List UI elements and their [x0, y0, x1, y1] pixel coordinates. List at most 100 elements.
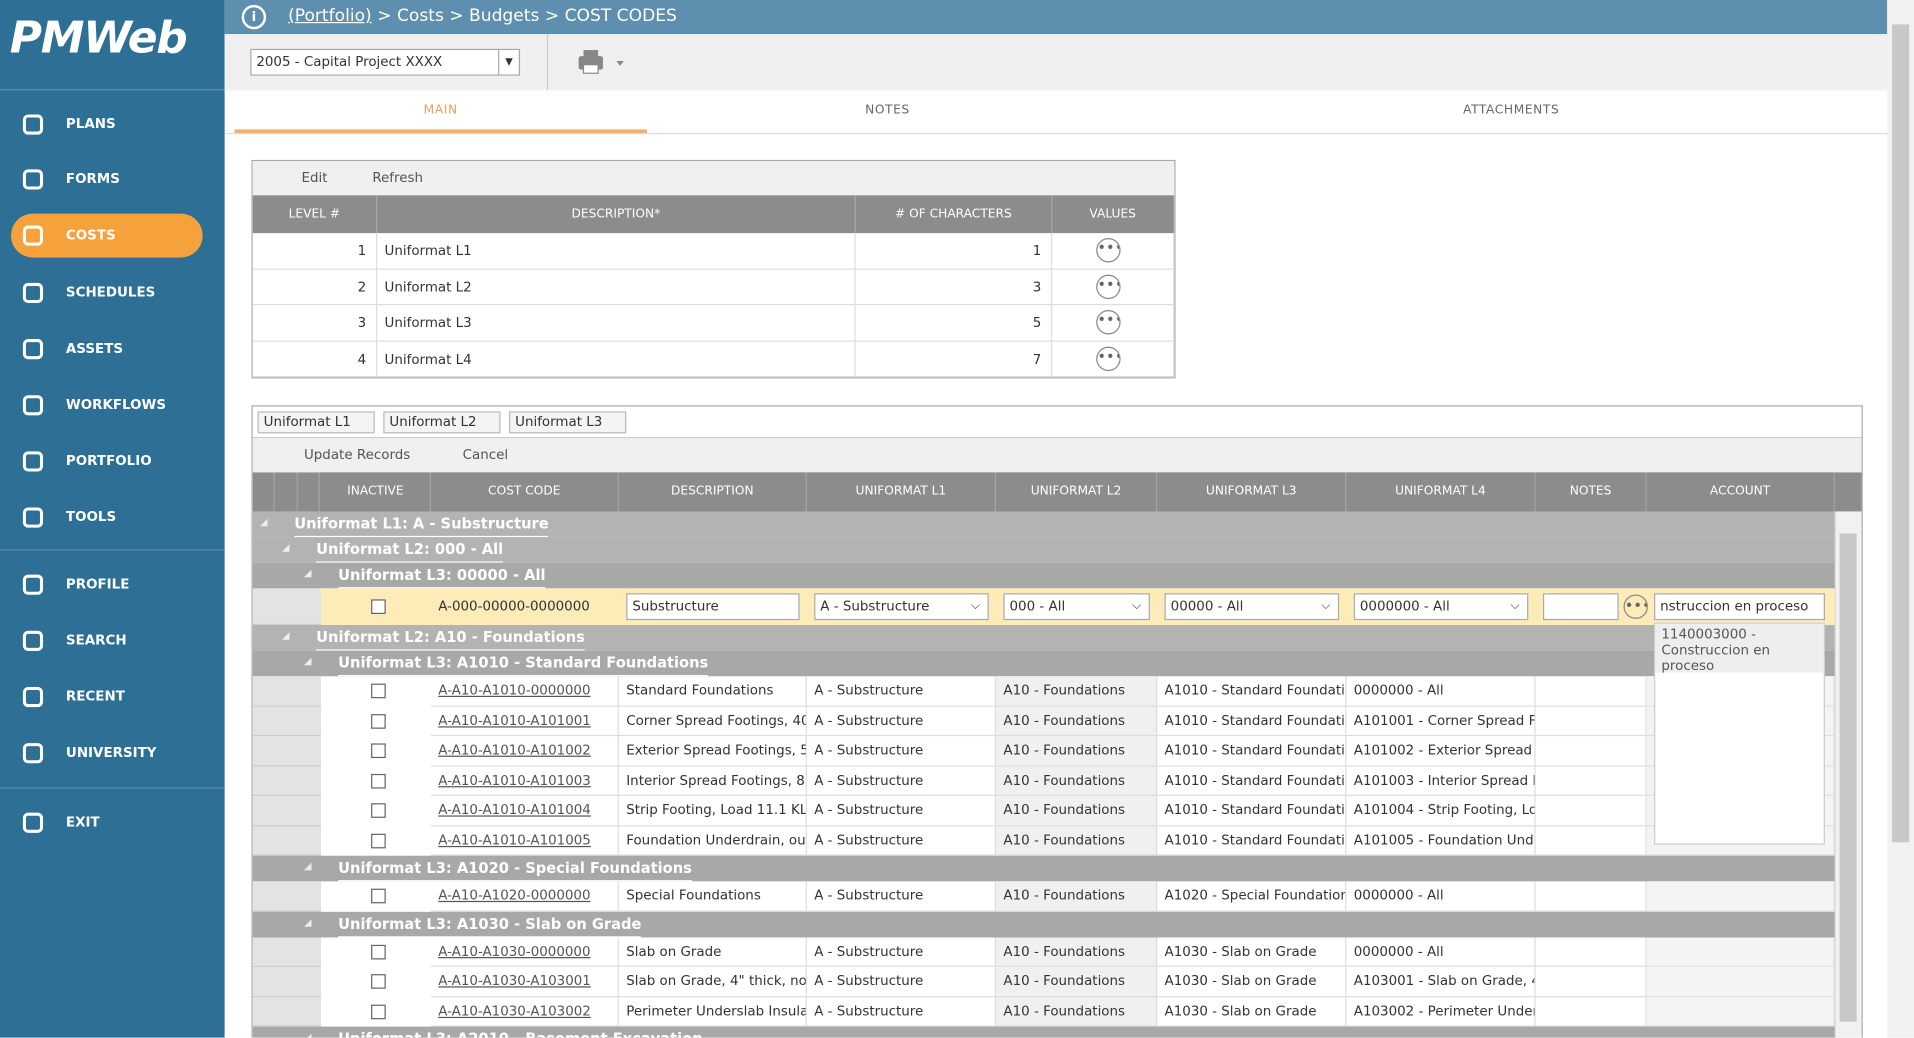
cost-code-link[interactable]: A-A10-A1030-A103002	[430, 996, 619, 1027]
nav-item[interactable]: EXIT	[0, 801, 225, 845]
column-header[interactable]: COST CODE	[430, 472, 619, 512]
scroll-thumb[interactable]	[1892, 24, 1910, 843]
notes-button[interactable]: •••	[1623, 594, 1648, 619]
separator	[0, 787, 225, 789]
nav-item[interactable]: ASSETS	[0, 327, 225, 371]
group-chip[interactable]: Uniformat L3	[509, 411, 627, 434]
nav-icon	[22, 339, 44, 360]
dropdown[interactable]: 000 - All ⌵	[1003, 593, 1150, 621]
nav-item[interactable]: PROFILE	[0, 563, 225, 607]
inactive-checkbox[interactable]	[371, 743, 386, 759]
group-chip[interactable]: Uniformat L2	[383, 411, 501, 434]
collapse-toggle[interactable]: ◢	[281, 629, 290, 641]
cell: A1010 - Standard Foundations	[1157, 765, 1347, 796]
values-button[interactable]: •••	[1096, 274, 1121, 299]
nav-icon	[22, 114, 44, 135]
inactive-checkbox[interactable]	[371, 713, 386, 729]
values-button[interactable]: •••	[1096, 310, 1121, 335]
nav-item[interactable]: WORKFLOWS	[0, 383, 225, 427]
nav-item[interactable]: SCHEDULES	[0, 271, 225, 315]
nav-item[interactable]: TOOLS	[0, 496, 225, 540]
cost-code-link[interactable]: A-A10-A1030-A103001	[430, 966, 619, 997]
column-header[interactable]: UNIFORMAT L3	[1157, 472, 1347, 512]
nav-item[interactable]: RECENT	[0, 675, 225, 719]
tab[interactable]: ATTACHMENTS	[1463, 103, 1560, 118]
cell: A - Substructure	[806, 881, 997, 912]
scroll-thumb[interactable]	[1839, 533, 1857, 1022]
cost-code-link[interactable]: A-A10-A1010-A101002	[430, 736, 619, 766]
project-select[interactable]: 2005 - Capital Project XXXX ▼	[250, 48, 521, 76]
nav-icon	[22, 451, 44, 472]
cost-code-link[interactable]: A-A10-A1030-0000000	[430, 936, 619, 967]
column-header[interactable]: UNIFORMAT L2	[996, 472, 1158, 512]
info-icon[interactable]: i	[241, 4, 267, 30]
nav-item[interactable]: UNIVERSITY	[0, 731, 225, 775]
cell: A10 - Foundations	[996, 936, 1158, 967]
inactive-checkbox[interactable]	[371, 599, 386, 615]
group-chip[interactable]: Uniformat L1	[257, 411, 375, 434]
cell	[1535, 795, 1647, 826]
toolbar-button[interactable]: Update Records	[303, 446, 411, 463]
inactive-checkbox[interactable]	[371, 1004, 386, 1019]
column-header[interactable]: DESCRIPTION	[618, 472, 807, 512]
inactive-checkbox[interactable]	[371, 833, 386, 849]
tab[interactable]: NOTES	[865, 103, 910, 118]
arrow: ⌵	[970, 599, 981, 613]
column-header[interactable]: UNIFORMAT L4	[1346, 472, 1536, 512]
cost-code-link[interactable]: A-A10-A1010-A101004	[430, 795, 619, 826]
inactive-checkbox[interactable]	[371, 803, 386, 819]
cell: 3	[252, 305, 378, 342]
collapse-toggle[interactable]: ◢	[303, 567, 312, 579]
cost-code-link[interactable]: A-A10-A1010-A101005	[430, 825, 619, 856]
column-header[interactable]: UNIFORMAT L1	[806, 472, 997, 512]
print-button[interactable]	[576, 49, 625, 76]
cost-code-link[interactable]: A-A10-A1010-A101001	[430, 706, 619, 737]
dropdown[interactable]: 0000000 - All ⌵	[1353, 593, 1529, 621]
tab[interactable]: MAIN	[234, 90, 647, 134]
value: 0000000 - All	[1359, 598, 1450, 615]
collapse-toggle[interactable]: ◢	[303, 860, 312, 872]
cost-code-link[interactable]: A-A10-A1020-0000000	[430, 881, 619, 912]
inactive-checkbox[interactable]	[371, 773, 386, 789]
nav-item[interactable]: SEARCH	[0, 619, 225, 663]
column-header[interactable]: INACTIVE	[321, 472, 431, 512]
account-input[interactable]: nstruccion en proceso	[1654, 593, 1825, 621]
nav-item[interactable]: FORMS	[0, 157, 225, 201]
description-input[interactable]: Substructure	[626, 593, 800, 621]
nav-item[interactable]: COSTS	[10, 213, 203, 258]
inactive-checkbox[interactable]	[371, 888, 386, 904]
values-button[interactable]: •••	[1096, 238, 1121, 263]
collapse-toggle[interactable]: ◢	[303, 1031, 312, 1038]
dropdown[interactable]: 00000 - All ⌵	[1164, 593, 1340, 621]
nav-icon	[22, 812, 44, 833]
collapse-toggle[interactable]: ◢	[281, 541, 290, 553]
notes-input[interactable]	[1542, 593, 1619, 621]
handle-col	[276, 472, 298, 512]
dropdown[interactable]: A - Substructure ⌵	[814, 593, 989, 621]
inactive-checkbox[interactable]	[371, 683, 386, 699]
column-header[interactable]: ACCOUNT	[1646, 472, 1835, 512]
inactive-checkbox[interactable]	[371, 974, 386, 990]
account-option[interactable]: 1140003000 - Construccion en proceso	[1655, 623, 1824, 673]
collapse-toggle[interactable]: ◢	[260, 516, 268, 528]
nav-item[interactable]: PORTFOLIO	[0, 439, 225, 483]
column-header: # OF CHARACTERS	[855, 195, 1053, 234]
cell: •••	[1052, 305, 1175, 342]
inactive-checkbox[interactable]	[371, 944, 386, 960]
toolbar-button[interactable]: Edit	[301, 169, 328, 186]
cell	[1535, 881, 1647, 912]
collapse-toggle[interactable]: ◢	[303, 916, 312, 928]
cost-code-link[interactable]: A-A10-A1010-0000000	[430, 676, 619, 707]
column-header[interactable]: NOTES	[1535, 472, 1647, 512]
toolbar-button[interactable]: Refresh	[372, 169, 424, 186]
handle-col	[298, 472, 320, 512]
breadcrumb-link[interactable]: (Portfolio)	[288, 6, 372, 26]
cell: A - Substructure	[806, 996, 997, 1027]
toolbar-button[interactable]: Cancel	[462, 446, 509, 463]
collapse-toggle[interactable]: ◢	[303, 655, 312, 667]
cell: A101001 - Corner Spread Fo	[1346, 706, 1536, 737]
cost-code-link[interactable]: A-A10-A1010-A101003	[430, 765, 619, 796]
nav-item[interactable]: PLANS	[0, 103, 225, 147]
cell: A101002 - Exterior Spread F	[1346, 736, 1536, 766]
values-button[interactable]: •••	[1096, 346, 1121, 371]
